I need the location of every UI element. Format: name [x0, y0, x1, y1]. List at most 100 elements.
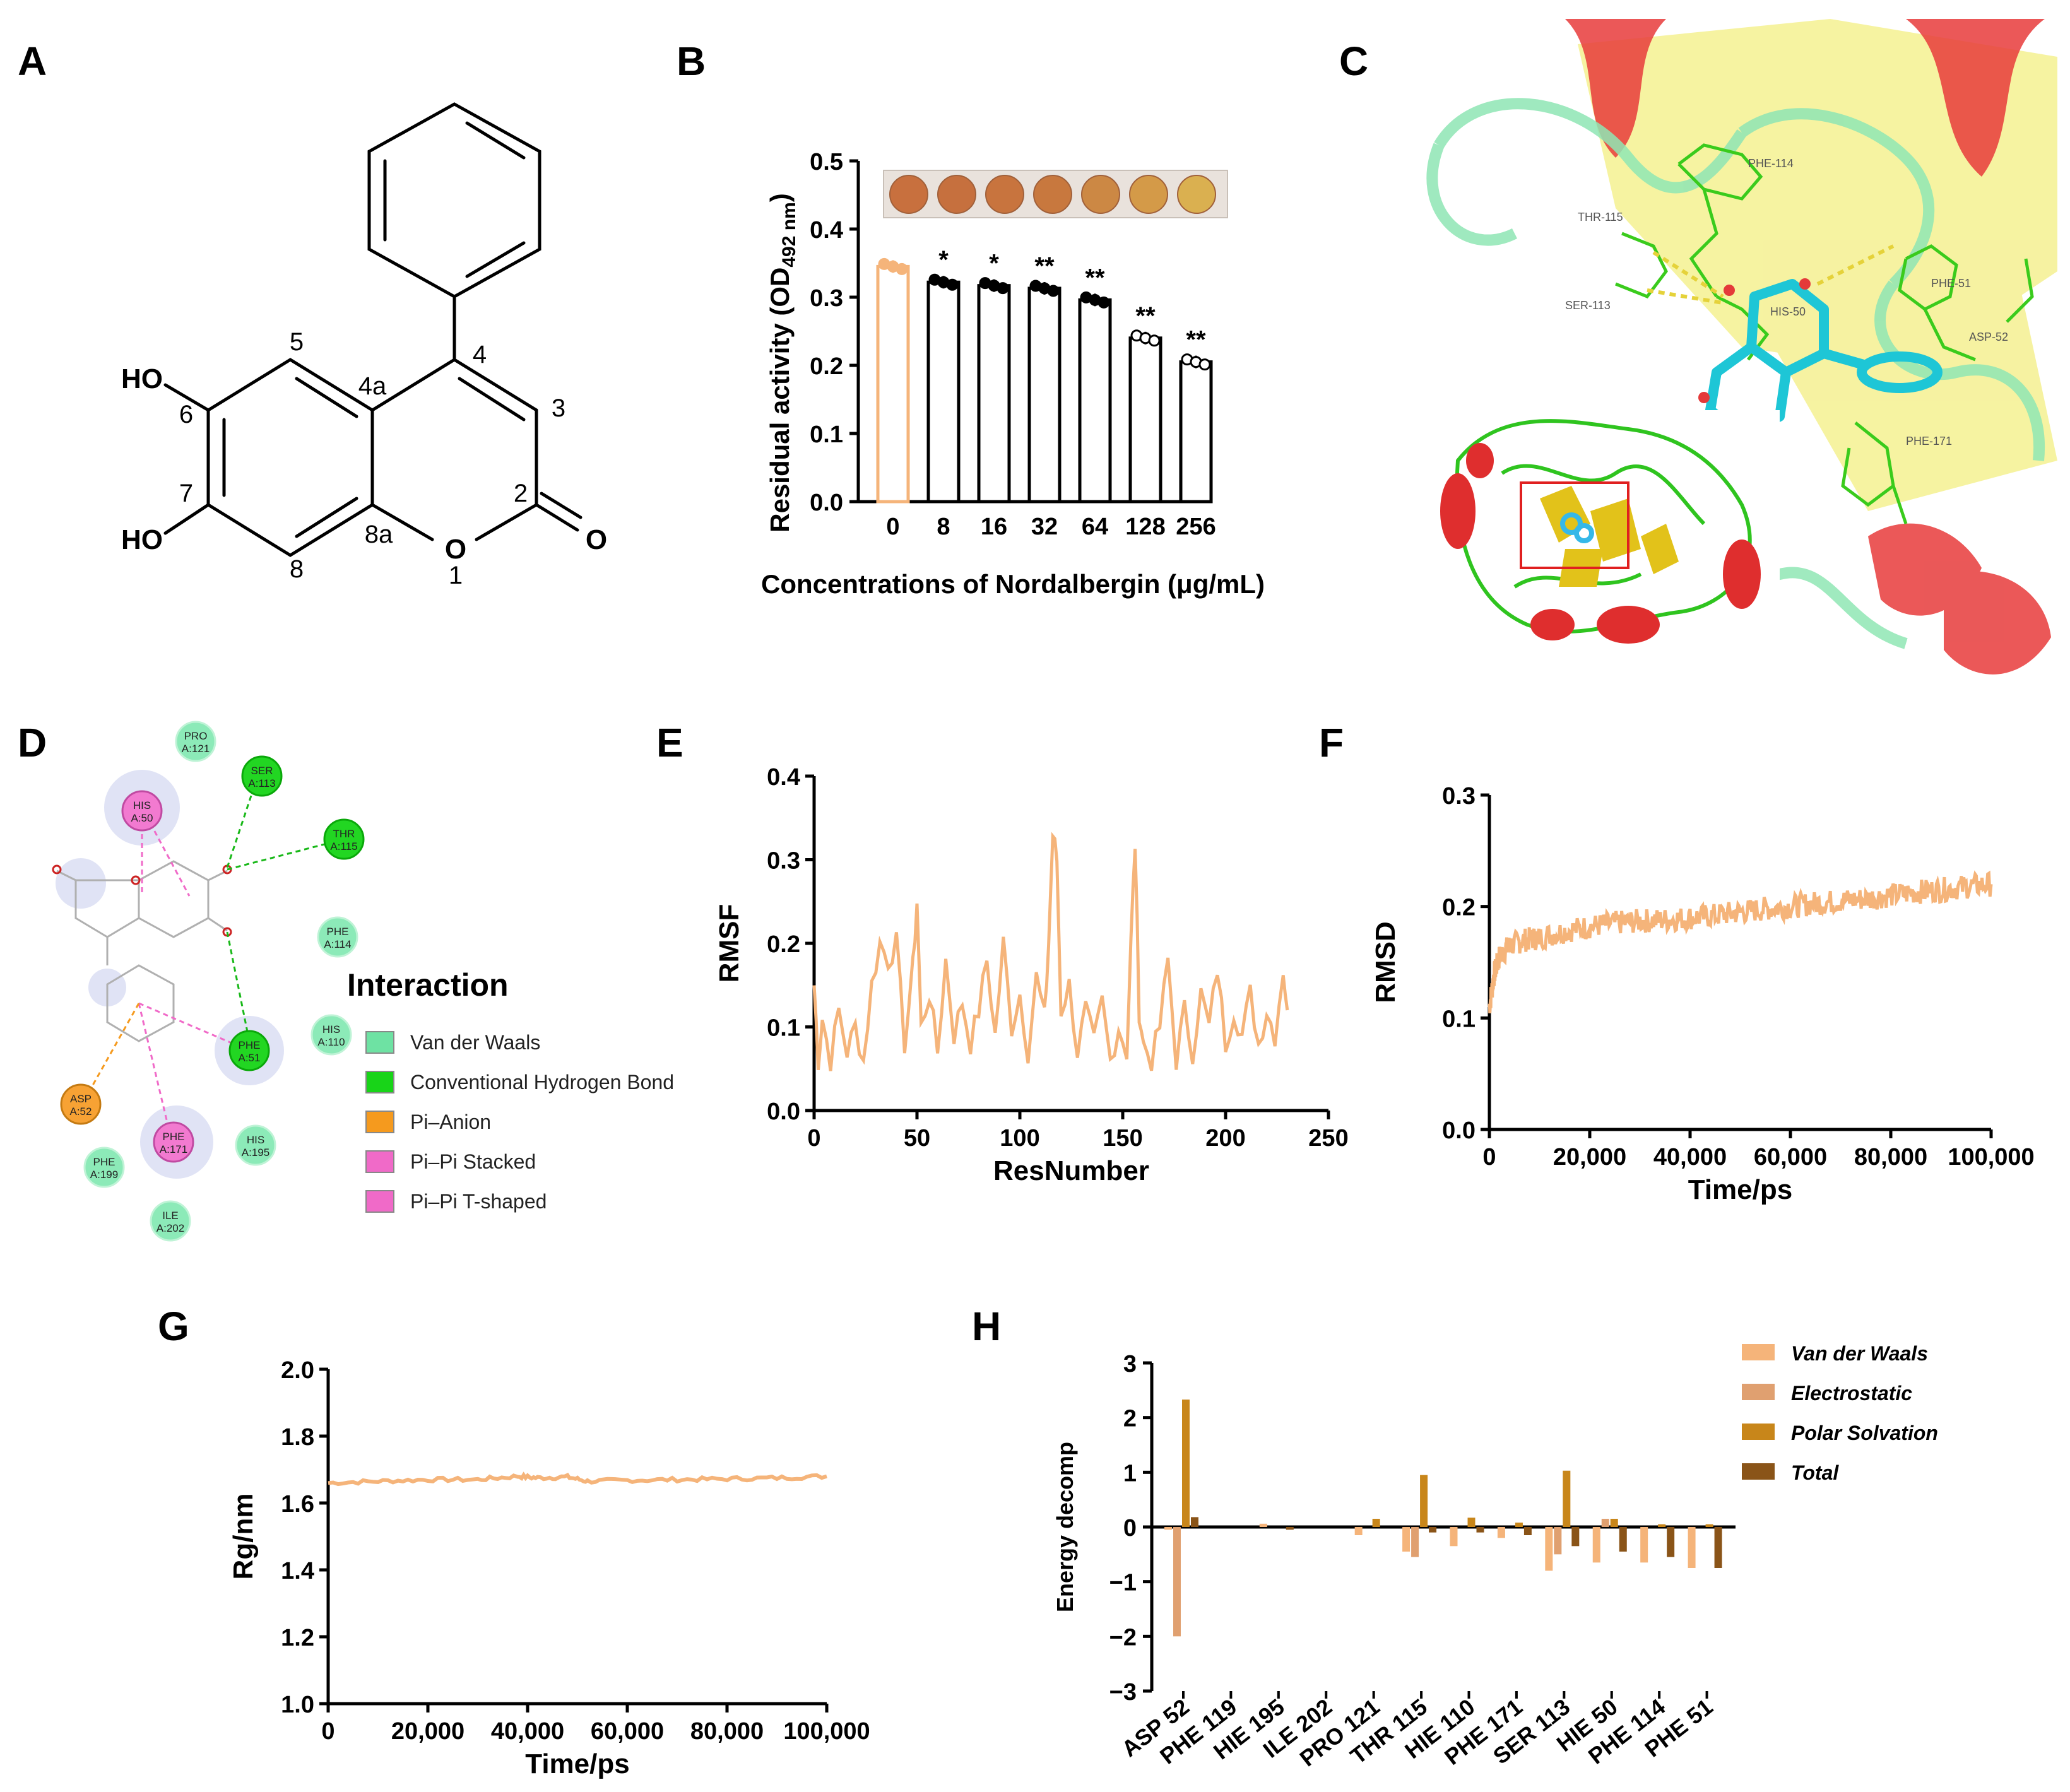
atom-label: 2	[514, 480, 528, 507]
residue-id: A:171	[160, 1143, 187, 1155]
residue-name: ILE	[162, 1210, 179, 1222]
significance-marker: **	[1085, 264, 1105, 292]
panel-letter-a: A	[18, 38, 47, 84]
ring-oxygen-label: O	[445, 534, 466, 565]
y-tick-label: 0.0	[767, 1099, 800, 1125]
residue-node	[121, 790, 163, 832]
atom-label: 4a	[358, 372, 387, 400]
legend-label: Pi–Anion	[410, 1111, 491, 1133]
energy-bar	[1354, 1527, 1363, 1535]
series-line	[1487, 870, 1993, 1013]
x-axis-label: Time/ps	[1688, 1174, 1792, 1205]
legend-label: Pi–Pi Stacked	[410, 1150, 536, 1173]
y-axis-label: Rg/nm	[228, 1494, 259, 1580]
y-tick-label: 3	[1123, 1351, 1137, 1377]
bar	[1179, 360, 1213, 504]
well	[1033, 175, 1072, 214]
residue-node	[323, 818, 365, 860]
residue-node	[228, 1030, 270, 1071]
panel-letter-c: C	[1339, 38, 1369, 84]
x-tick-label: 0	[321, 1718, 334, 1745]
carbonyl-oxygen-label: O	[586, 524, 607, 555]
data-point	[1148, 334, 1161, 347]
energy-bar	[1402, 1527, 1411, 1552]
residue-name: HIS	[247, 1134, 264, 1146]
residue-id: A:113	[248, 777, 275, 789]
x-tick-label: 100,000	[783, 1718, 870, 1745]
residue-label: THR-115	[1578, 211, 1623, 223]
legend-swatch	[1742, 1424, 1775, 1440]
well	[1129, 175, 1168, 214]
residue-label: PHE-114	[1748, 157, 1794, 170]
residual-activity-chart: 0.0 0.1 0.2 0.3 0.4 0.5 0 8 * 16 * 32 ** 64 ** 128 ** 256…	[761, 149, 1265, 599]
atom-label: 6	[179, 401, 193, 428]
residue-id: A:202	[157, 1222, 184, 1234]
residue-label: PHE-51	[1931, 277, 1971, 290]
rg-chart: 1.0 1.2 1.4 1.6 1.8 2.0 0 20,000 40,000 60,000 80,…	[228, 1357, 870, 1779]
energy-bar	[1667, 1527, 1675, 1557]
residue-id: A:195	[242, 1147, 269, 1158]
x-tick-label: 60,000	[591, 1718, 664, 1745]
bar	[876, 264, 910, 504]
residue-id: A:114	[324, 938, 351, 950]
panel-letter-g: G	[158, 1304, 189, 1349]
energy-bar	[1420, 1475, 1428, 1527]
energy-bar	[1658, 1524, 1666, 1527]
residue-name: SER	[251, 765, 273, 777]
y-tick-label: 0.3	[767, 848, 800, 875]
y-tick-label: 0.2	[1442, 895, 1476, 921]
residue-label: PHE-171	[1906, 435, 1952, 447]
energy-bar	[1286, 1527, 1294, 1530]
data-point	[997, 282, 1009, 295]
residue-id: A:199	[90, 1169, 118, 1181]
panel-letter-f: F	[1319, 720, 1344, 765]
residue-node	[175, 721, 216, 762]
tick-labels: 0.0 0.1 0.2 0.3 0.4 0.5 0 8 * 16 * 32 ** 64 ** 128 ** 256…	[810, 149, 1216, 540]
y-tick-label: 0.0	[1442, 1117, 1476, 1144]
bar	[1027, 286, 1062, 504]
y-axis-label: Energy decomp	[1052, 1442, 1078, 1612]
x-axis-label: Concentrations of Nordalbergin (μg/mL)	[761, 569, 1265, 599]
residue-node	[241, 755, 283, 797]
residue-name: PRO	[184, 730, 208, 742]
hydroxyl-label: HO	[121, 363, 163, 394]
legend-swatch	[1742, 1463, 1775, 1480]
data-point	[1097, 296, 1110, 309]
bar	[1128, 336, 1162, 504]
bar	[1078, 298, 1112, 504]
y-axis-label: Residual activity (OD492 nm)	[765, 193, 800, 533]
interaction-diagram: PROA:121SERA:113HISA:50THRA:115PHEA:114H…	[52, 721, 674, 1242]
residue-name: PHE	[163, 1131, 185, 1143]
energy-bar	[1523, 1527, 1532, 1535]
x-tick-label: 0	[807, 1125, 820, 1152]
x-tick-label: 60,000	[1754, 1144, 1827, 1170]
well-plate-image	[883, 170, 1228, 218]
energy-bar	[1259, 1523, 1267, 1527]
legend-swatch	[365, 1150, 394, 1173]
legend-title: Interaction	[347, 967, 509, 1003]
x-tick-label: 32	[1031, 514, 1058, 540]
y-tick-label: 1.2	[281, 1625, 314, 1651]
rmsf-chart: 0.0 0.1 0.2 0.3 0.4 0 50 100 150 200 250 ResNumber R…	[714, 764, 1349, 1186]
significance-marker: *	[938, 246, 949, 274]
energy-bar	[1688, 1527, 1696, 1568]
x-tick-label: 256	[1176, 514, 1215, 540]
x-tick-label: 40,000	[491, 1718, 564, 1745]
x-tick-label: 80,000	[690, 1718, 764, 1745]
legend-label: Conventional Hydrogen Bond	[410, 1071, 674, 1093]
atom-label: 7	[179, 480, 193, 507]
x-tick-label: 64	[1082, 514, 1108, 540]
energy-bar	[1467, 1518, 1476, 1527]
energy-bar	[1372, 1519, 1380, 1527]
atom-label: 1	[449, 562, 463, 589]
y-tick-label: 0.4	[810, 217, 843, 244]
well	[889, 175, 928, 214]
bar	[977, 284, 1011, 504]
residue-label: HIS-50	[1770, 305, 1806, 318]
legend-label: Total	[1791, 1461, 1839, 1484]
energy-bar	[1476, 1527, 1484, 1533]
energy-bar	[1497, 1527, 1505, 1538]
legend-swatch	[1742, 1344, 1775, 1360]
legend-swatch	[365, 1071, 394, 1093]
residue-id: A:115	[330, 840, 357, 852]
